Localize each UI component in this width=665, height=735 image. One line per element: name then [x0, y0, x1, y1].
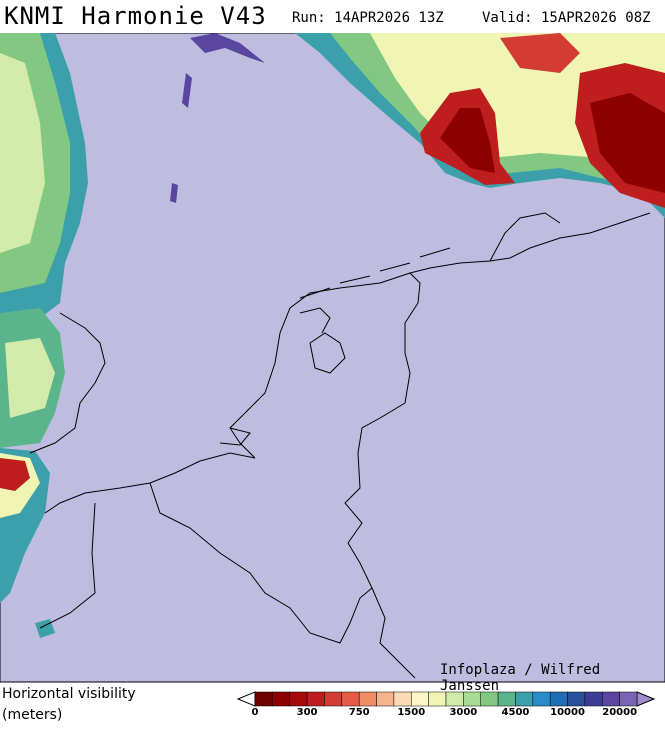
colorbar-box: [497, 691, 516, 707]
colorbar-box: [549, 691, 568, 707]
colorbar-label: 0: [252, 707, 259, 718]
colorbar-label: 750: [349, 707, 370, 718]
colorbar-box: [619, 691, 638, 707]
colorbar-high-arrow: [636, 691, 656, 707]
colorbar-box: [393, 691, 412, 707]
colorbar-label: 20000: [602, 707, 637, 718]
colorbar-box: [515, 691, 534, 707]
colorbar-box: [411, 691, 429, 707]
legend-units: (meters): [2, 707, 63, 723]
colorbar-box: [376, 691, 395, 707]
colorbar-label: 3000: [449, 707, 477, 718]
colorbar-box: [341, 691, 360, 707]
credit: Infoplaza / Wilfred Janssen: [440, 662, 601, 694]
colorbar-box: [306, 691, 325, 707]
colorbar-box: [254, 691, 273, 707]
colorbar-box: [480, 691, 499, 707]
run-time: Run: 14APR2026 13Z: [292, 10, 444, 26]
legend-title: Horizontal visibility: [2, 686, 136, 702]
colorbar-box: [532, 691, 551, 707]
colorbar-box: [324, 691, 343, 707]
colorbar-low-arrow: [236, 691, 256, 707]
colorbar-box: [358, 691, 377, 707]
colorbar-label: 300: [297, 707, 318, 718]
colorbar: 0 300 750 1500 3000 4500 10000 20000: [236, 691, 656, 718]
title: KNMI Harmonie V43: [4, 2, 267, 30]
valid-time: Valid: 15APR2026 08Z: [482, 10, 651, 26]
colorbar-box: [272, 691, 290, 707]
colorbar-box: [289, 691, 308, 707]
colorbar-label: 10000: [550, 707, 585, 718]
colorbar-box: [602, 691, 620, 707]
map: [0, 33, 665, 683]
colorbar-label: 1500: [397, 707, 425, 718]
colorbar-box: [445, 691, 464, 707]
colorbar-box: [584, 691, 603, 707]
colorbar-box: [428, 691, 447, 707]
colorbar-label: 4500: [502, 707, 530, 718]
colorbar-box: [463, 691, 481, 707]
colorbar-box: [567, 691, 586, 707]
